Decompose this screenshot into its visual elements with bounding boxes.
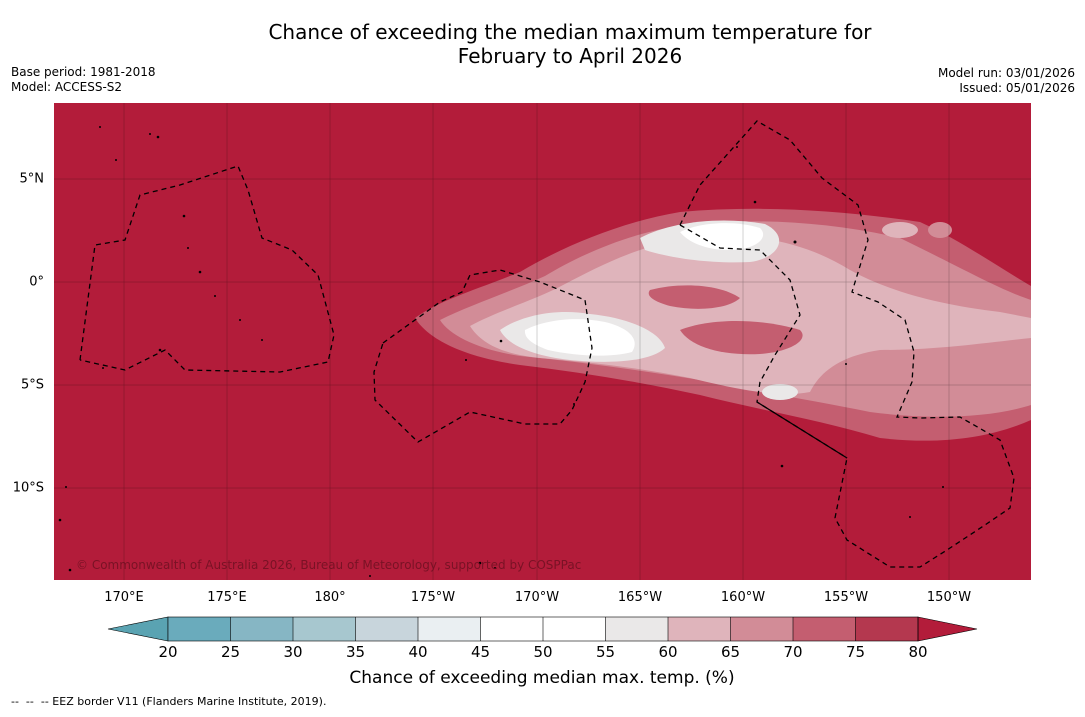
- colorbar-tick-65: 65: [720, 643, 741, 661]
- lat-label-10s: 10°S: [12, 480, 44, 496]
- meta-right: Model run: 03/01/2026 Issued: 05/01/2026: [938, 66, 1075, 96]
- lon-label-175e: 175°E: [207, 590, 247, 605]
- lon-label-170w: 170°W: [514, 590, 560, 605]
- band-75-inner-b: [648, 285, 740, 309]
- issued-date: Issued: 05/01/2026: [959, 81, 1075, 95]
- band-75-inner-a: [680, 321, 803, 355]
- lat-label-5n: 5°N: [19, 171, 45, 187]
- colorbar-45-50: [480, 617, 543, 641]
- model-run: Model run: 03/01/2026: [937, 66, 1075, 80]
- colorbar-75-80: [855, 617, 918, 641]
- colorbar-tick-45: 45: [470, 643, 491, 661]
- base-period: Base period: 1981-2018: [11, 65, 156, 79]
- eez-cook-north: [679, 224, 848, 459]
- colorbar-60-65: [668, 617, 731, 641]
- lat-label-0: 0°: [29, 274, 44, 290]
- title-line-2: February to April 2026: [457, 44, 683, 68]
- model-name: Model: ACCESS-S2: [11, 80, 123, 94]
- colorbar-40-45: [418, 617, 481, 641]
- lon-label-155w: 155°W: [823, 590, 869, 605]
- spot-65-south: [762, 384, 798, 400]
- colorbar-tick-50: 50: [533, 643, 553, 661]
- eez-boundary-solid: [756, 401, 848, 459]
- colorbar-20-25: [168, 617, 231, 641]
- lon-label-170e: 170°E: [104, 590, 144, 605]
- colorbar-tick-30: 30: [283, 643, 303, 661]
- colorbar-title: Chance of exceeding median max. temp. (%…: [349, 668, 735, 688]
- colorbar-25-30: [230, 617, 293, 641]
- band-55-north: [680, 223, 764, 250]
- meta-left: Base period: 1981-2018 Model: ACCESS-S2: [11, 65, 156, 95]
- colorbar-tick-75: 75: [845, 643, 866, 661]
- lon-label-180: 180°: [314, 590, 346, 605]
- copyright-text: © Commonwealth of Australia 2026, Bureau…: [76, 558, 582, 572]
- eez-kiribati-phoenix: [373, 269, 593, 443]
- lon-label-175w: 175°W: [410, 590, 456, 605]
- page-title: Chance of exceeding the median maximum t…: [0, 20, 1085, 68]
- colorbar: [107, 616, 978, 642]
- colorbar-extend-high: [917, 616, 978, 642]
- eez-kiribati-line: [679, 120, 1015, 568]
- lon-label-150w: 150°W: [926, 590, 972, 605]
- lon-label-160w: 160°W: [720, 590, 766, 605]
- colorbar-65-70: [730, 617, 793, 641]
- colorbar-tick-80: 80: [908, 643, 928, 661]
- colorbar-tick-60: 60: [658, 643, 678, 661]
- colorbar-tick-25: 25: [220, 643, 241, 661]
- colorbar-50-55: [543, 617, 606, 641]
- title-line-1: Chance of exceeding the median maximum t…: [268, 20, 872, 44]
- colorbar-tick-70: 70: [783, 643, 803, 661]
- colorbar-tick-55: 55: [595, 643, 616, 661]
- lat-label-5s: 5°S: [20, 377, 44, 393]
- colorbar-35-40: [355, 617, 418, 641]
- spot-65-east: [882, 222, 918, 238]
- colorbar-70-75: [793, 617, 856, 641]
- spot-70-east: [928, 222, 952, 238]
- gridlines: [54, 103, 1031, 580]
- lon-label-165w: 165°W: [617, 590, 663, 605]
- colorbar-30-35: [293, 617, 356, 641]
- band-55: [524, 319, 635, 356]
- eez-borders: [79, 120, 1015, 568]
- colorbar-tick-40: 40: [408, 643, 428, 661]
- islands: [58, 126, 944, 577]
- colorbar-55-60: [605, 617, 668, 641]
- eez-legend-footer: -- -- -- EEZ border V11 (Flanders Marine…: [11, 695, 327, 708]
- colorbar-tick-20: 20: [158, 643, 178, 661]
- colorbar-extend-low: [107, 616, 169, 642]
- colorbar-tick-35: 35: [345, 643, 366, 661]
